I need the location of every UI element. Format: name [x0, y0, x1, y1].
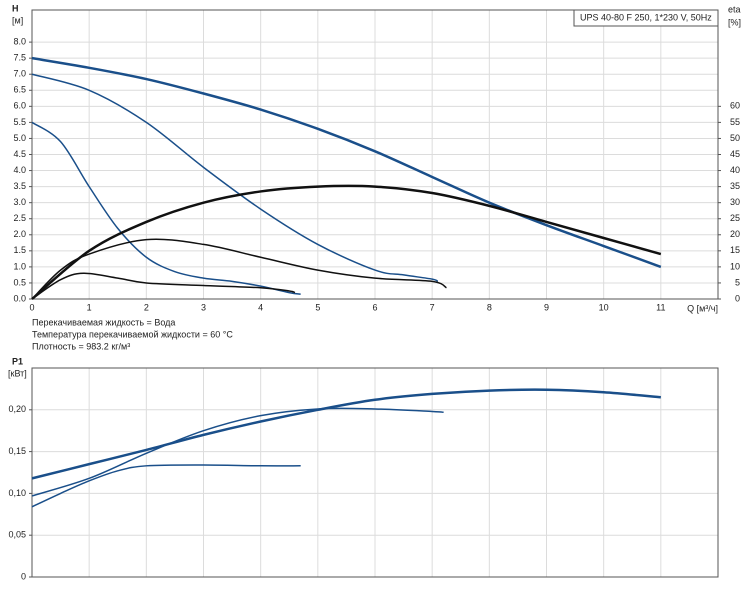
plot-frame	[31, 367, 719, 578]
annotation: Температура перекачиваемой жидкости = 60…	[32, 329, 233, 339]
x-tick-label: 4	[258, 302, 263, 312]
y2-tick-label: 50	[730, 133, 740, 143]
y-tick-label: 3.0	[13, 197, 26, 207]
y2-tick-label: 40	[730, 165, 740, 175]
y-tick-label: 6.0	[13, 101, 26, 111]
y-tick-label: 0,10	[8, 488, 26, 498]
x-tick-label: 0	[29, 302, 34, 312]
curve	[31, 238, 447, 300]
y-tick-label: 0,20	[8, 404, 26, 414]
y-tick-label: 2.0	[13, 229, 26, 239]
y-tick-label: 0,15	[8, 446, 26, 456]
y2-tick-label: 15	[730, 245, 740, 255]
y-tick-label: 0,05	[8, 530, 26, 540]
curve	[31, 56, 662, 269]
y2-tick-label: 0	[735, 293, 740, 303]
x-tick-label: 5	[315, 302, 320, 312]
title-box	[573, 9, 719, 27]
y2-label: eta	[728, 4, 741, 14]
y2-tick-label: 5	[735, 277, 740, 287]
y-tick-label: 5.0	[13, 133, 26, 143]
y-tick-label: 6.5	[13, 85, 26, 95]
curve	[31, 388, 661, 480]
annotation: Плотность = 983.2 кг/м³	[32, 341, 130, 351]
y2-tick-label: 60	[730, 101, 740, 111]
y-tick-label: 0.5	[13, 277, 26, 287]
chart-title: UPS 40-80 F 250, 1*230 V, 50Hz	[580, 12, 712, 22]
curve	[31, 184, 662, 300]
plot-frame	[31, 9, 719, 300]
y-unit: [кВт]	[8, 368, 27, 378]
y2-tick-label: 25	[730, 213, 740, 223]
y-tick-label: 7.5	[13, 53, 26, 63]
x-tick-label: 2	[144, 302, 149, 312]
y-label: P1	[12, 356, 23, 366]
x-tick-label: 1	[87, 302, 92, 312]
y2-tick-label: 10	[730, 261, 740, 271]
y2-tick-label: 45	[730, 149, 740, 159]
y2-unit: [%]	[728, 17, 741, 27]
x-tick-label: 6	[372, 302, 377, 312]
x-tick-label: 9	[544, 302, 549, 312]
y-unit: [м]	[12, 15, 23, 25]
y-tick-label: 7.0	[13, 69, 26, 79]
x-tick-label: 7	[430, 302, 435, 312]
curve	[31, 407, 444, 497]
curve	[31, 272, 296, 300]
y-tick-label: 8.0	[13, 36, 26, 46]
curve	[31, 464, 301, 508]
y-tick-label: 4.5	[13, 149, 26, 159]
x-tick-label: 10	[599, 302, 609, 312]
x-tick-label: 8	[487, 302, 492, 312]
y2-tick-label: 35	[730, 181, 740, 191]
y-tick-label: 5.5	[13, 117, 26, 127]
y-tick-label: 4.0	[13, 165, 26, 175]
y-tick-label: 2.5	[13, 213, 26, 223]
x-tick-label: 11	[656, 302, 665, 312]
y-tick-label: 3.5	[13, 181, 26, 191]
y-tick-label: 0.0	[13, 293, 26, 303]
y-tick-label: 1.5	[13, 245, 26, 255]
y-tick-label: 1.0	[13, 261, 26, 271]
annotation: Перекачиваемая жидкость = Вода	[32, 317, 175, 327]
curve	[31, 73, 439, 283]
y-label: H	[12, 3, 19, 13]
y2-tick-label: 55	[730, 117, 740, 127]
y-tick-label: 0	[21, 571, 26, 581]
x-label: Q [м³/ч]	[687, 303, 718, 313]
y2-tick-label: 20	[730, 229, 740, 239]
x-tick-label: 3	[201, 302, 206, 312]
y2-tick-label: 30	[730, 197, 740, 207]
